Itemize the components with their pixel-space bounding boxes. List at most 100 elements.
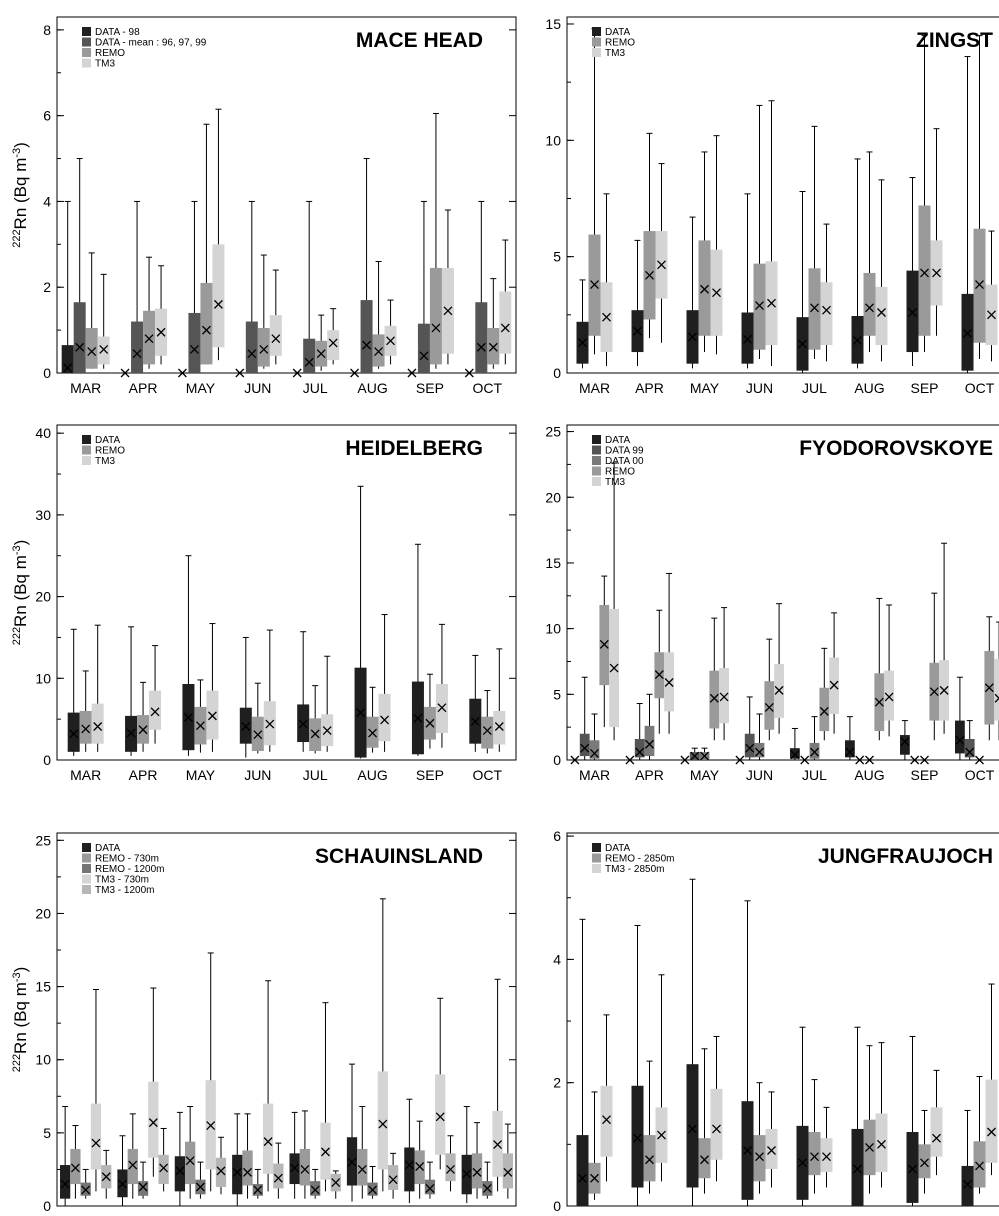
ylabel-isotope: 222: [11, 627, 23, 645]
mean-marker: [437, 703, 447, 713]
y-tick-label: 15: [35, 979, 51, 995]
box-body: [994, 658, 999, 721]
mean-marker: [865, 755, 874, 765]
mean-marker: [599, 639, 609, 649]
box-body: [212, 244, 225, 348]
box-2-5: [875, 179, 888, 362]
mean-marker: [118, 1179, 127, 1189]
mean-marker: [446, 1164, 455, 1174]
legend-label: TM3: [605, 48, 625, 59]
box-body: [634, 738, 645, 758]
x-tick-label: SEP: [910, 767, 938, 783]
mean-marker: [201, 325, 211, 335]
mean-marker: [570, 755, 580, 765]
box-3-1: [148, 987, 159, 1177]
box-0-3: [741, 900, 754, 1206]
mean-marker: [657, 1130, 666, 1140]
mean-marker: [175, 1166, 185, 1176]
box-body: [499, 291, 512, 354]
box-2-4: [809, 716, 820, 760]
box-body: [698, 240, 711, 336]
mean-marker: [232, 1167, 242, 1177]
mean-marker: [70, 1163, 80, 1173]
y-tick-label: 20: [35, 589, 51, 605]
mean-marker: [853, 335, 862, 345]
box-3-3: [764, 638, 775, 741]
box-body: [73, 302, 86, 373]
box-2-1: [644, 693, 655, 760]
box-body: [372, 334, 385, 367]
box-body: [741, 312, 754, 364]
mean-marker: [688, 1124, 697, 1134]
box-0-4: [796, 1026, 809, 1206]
x-tick-label: JUN: [244, 380, 271, 396]
mean-marker: [774, 685, 784, 695]
box-1-6: [918, 35, 931, 353]
legend-label: REMO - 1200m: [95, 864, 164, 875]
box-3-7: [499, 239, 512, 365]
mean-marker: [590, 1173, 599, 1183]
mean-marker: [132, 349, 142, 359]
x-tick-label: SEP: [910, 380, 938, 396]
box-1-0: [70, 1125, 81, 1199]
box-body: [808, 1132, 821, 1176]
box-body: [753, 263, 766, 350]
box-1-1: [131, 200, 144, 373]
box-3-2: [205, 952, 216, 1192]
legend-swatch: [82, 58, 91, 68]
x-tick-label: APR: [635, 767, 664, 783]
mean-marker: [91, 1138, 101, 1148]
mean-marker: [356, 708, 366, 718]
mean-marker: [99, 344, 109, 354]
mean-marker: [633, 1133, 642, 1143]
x-tick-label: JUN: [244, 767, 271, 783]
mean-marker: [755, 747, 764, 757]
box-3-0: [599, 575, 610, 728]
mean-marker: [425, 718, 435, 728]
box-2-0: [85, 252, 98, 369]
mean-marker: [900, 737, 910, 747]
mean-marker: [374, 347, 384, 357]
mean-marker: [213, 299, 223, 309]
mean-marker: [865, 303, 874, 313]
mean-marker: [994, 693, 999, 703]
x-tick-label: MAY: [186, 767, 216, 783]
x-tick-label: SEP: [416, 767, 444, 783]
mean-marker: [929, 687, 939, 697]
mean-marker: [368, 728, 378, 738]
box-body: [61, 345, 74, 373]
x-tick-label: JUN: [244, 1213, 271, 1216]
mean-marker: [431, 323, 441, 333]
x-tick-label: JUL: [303, 767, 328, 783]
chart-title: SCHAUINSLAND: [315, 845, 483, 868]
box-0-0: [61, 200, 74, 373]
box-2-1: [137, 1161, 149, 1199]
mean-marker: [415, 1162, 425, 1171]
box-body: [819, 687, 830, 732]
box-body: [820, 282, 833, 346]
mean-marker: [138, 725, 148, 735]
mean-marker: [657, 260, 666, 270]
box-4-2: [719, 607, 729, 741]
box-1-6: [423, 673, 436, 749]
x-tick-label: OCT: [965, 380, 995, 396]
box-body: [579, 733, 590, 757]
legend-label: DATA: [95, 435, 121, 446]
box-2-7: [482, 1161, 493, 1199]
box-1-4: [808, 1079, 821, 1194]
box-body: [148, 1081, 159, 1158]
mean-marker: [767, 1146, 776, 1155]
mean-marker: [241, 722, 251, 731]
box-1-6: [910, 755, 920, 765]
box-body: [273, 1163, 284, 1189]
box-2-3: [765, 1091, 778, 1188]
box-body: [576, 1135, 589, 1206]
mean-marker: [755, 1152, 764, 1162]
box-2-6: [930, 128, 943, 336]
mean-marker: [207, 711, 217, 721]
mean-marker: [464, 368, 474, 378]
mean-marker: [243, 1167, 252, 1177]
box-0-7: [461, 1106, 472, 1204]
box-body: [149, 690, 162, 730]
mean-marker: [93, 722, 103, 731]
